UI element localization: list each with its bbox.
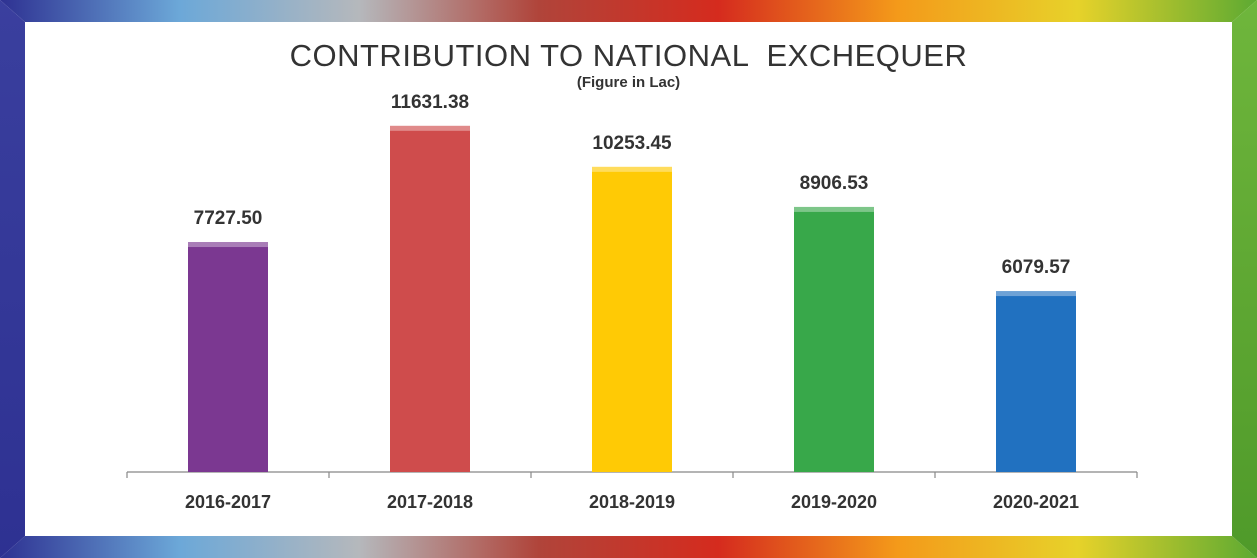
x-tick-label: 2020-2021 [993, 492, 1079, 512]
x-tick-label: 2017-2018 [387, 492, 473, 512]
bar-2019-2020 [794, 206, 874, 473]
chart-subtitle: (Figure in Lac) [576, 74, 681, 91]
bar-highlight [996, 291, 1076, 297]
bar-2020-2021 [996, 291, 1076, 472]
bar-highlight [794, 206, 874, 212]
bar-2016-2017 [188, 242, 268, 472]
bar-highlight [188, 242, 268, 248]
frame-left [0, 0, 25, 558]
bar-highlight [390, 125, 470, 131]
bar-highlight [592, 166, 672, 172]
x-tick-label: 2016-2017 [185, 492, 271, 512]
data-label: 8906.53 [800, 173, 869, 194]
data-label: 10253.45 [592, 133, 672, 154]
frame-right [1232, 0, 1257, 558]
data-label: 11631.38 [391, 92, 469, 113]
chart-title: CONTRIBUTION TO NATIONAL EXCHEQUER [289, 38, 968, 73]
data-label: 7727.50 [194, 208, 263, 229]
x-tick-label: 2018-2019 [589, 492, 675, 512]
bar-2017-2018 [390, 125, 470, 472]
x-tick-label: 2019-2020 [791, 492, 877, 512]
bar-2018-2019 [592, 166, 672, 472]
frame-bottom [0, 536, 1257, 558]
frame-top [0, 0, 1257, 22]
data-label: 6079.57 [1002, 257, 1071, 278]
